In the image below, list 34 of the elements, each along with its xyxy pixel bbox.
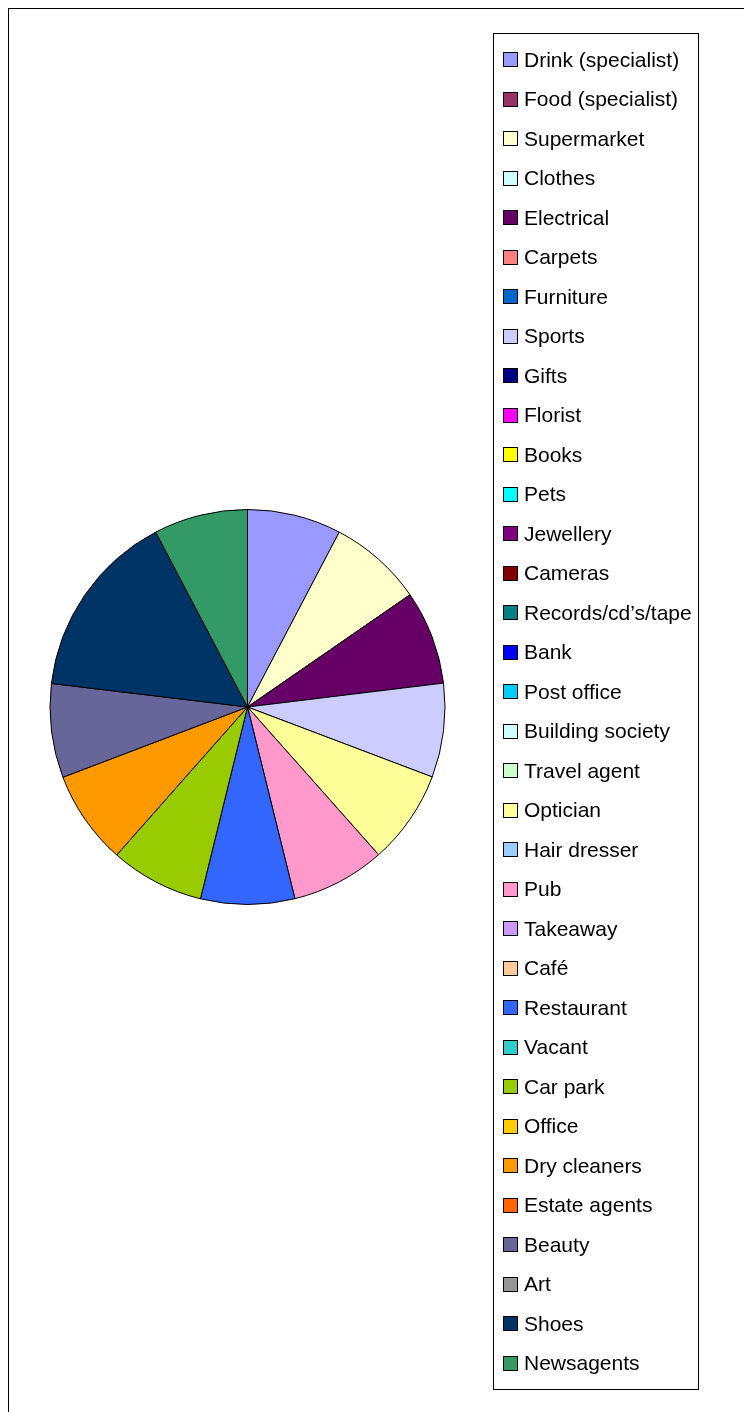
legend-label: Estate agents	[524, 1193, 653, 1218]
legend-label: Supermarket	[524, 126, 645, 151]
legend-label: Gifts	[524, 363, 568, 388]
legend-label: Car park	[524, 1074, 605, 1099]
legend-label: Restaurant	[524, 995, 627, 1020]
legend-label: Bank	[524, 640, 572, 665]
legend-label: Café	[524, 956, 569, 981]
legend-label: Office	[524, 1114, 579, 1139]
legend-label: Shoes	[524, 1311, 584, 1336]
legend-label: Takeaway	[524, 916, 618, 941]
legend-label: Electrical	[524, 205, 610, 230]
legend-label: Books	[524, 442, 583, 467]
legend-label: Newsagents	[524, 1351, 640, 1376]
legend-label: Travel agent	[524, 758, 640, 783]
legend-label: Clothes	[524, 166, 596, 191]
legend-label: Cameras	[524, 561, 610, 586]
legend-label: Post office	[524, 679, 622, 704]
legend-label: Art	[524, 1272, 551, 1297]
legend-label: Pets	[524, 482, 567, 507]
legend-label: Dry cleaners	[524, 1153, 642, 1178]
legend-label: Furniture	[524, 284, 609, 309]
legend-label: Jewellery	[524, 521, 612, 546]
legend-label: Drink (specialist)	[524, 47, 680, 72]
legend-label: Carpets	[524, 245, 598, 270]
legend-label: Building society	[524, 719, 670, 744]
legend-label: Records/cd’s/tape	[524, 600, 692, 625]
legend-label: Hair dresser	[524, 837, 639, 862]
legend-label: Beauty	[524, 1232, 590, 1257]
legend-label: Food (specialist)	[524, 87, 679, 112]
legend-label: Florist	[524, 403, 582, 428]
legend-label: Sports	[524, 324, 585, 349]
legend-label: Optician	[524, 798, 602, 823]
legend-label: Vacant	[524, 1035, 588, 1060]
legend-label: Pub	[524, 877, 562, 902]
